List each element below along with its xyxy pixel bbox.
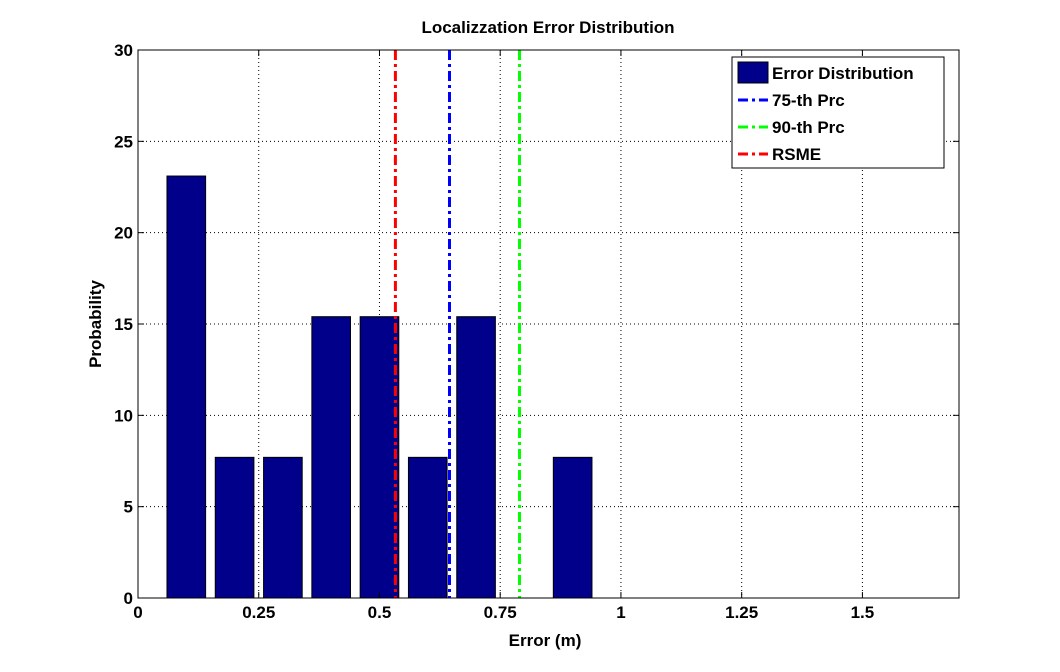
bar xyxy=(359,316,400,599)
y-axis-label: Probability xyxy=(86,280,105,368)
legend-label-rsme: RSME xyxy=(772,145,821,164)
bar xyxy=(456,316,496,599)
y-tick-label: 15 xyxy=(114,315,133,334)
x-tick-label: 1.5 xyxy=(851,603,875,622)
x-tick-label: 0.5 xyxy=(368,603,392,622)
legend-swatch-error-distribution xyxy=(737,61,769,84)
bar xyxy=(263,456,303,599)
bar xyxy=(214,456,255,599)
x-tick-label: 0.75 xyxy=(484,603,517,622)
x-axis-label: Error (m) xyxy=(509,631,582,650)
y-tick-label: 0 xyxy=(124,589,133,608)
y-tick-label: 20 xyxy=(114,224,133,243)
legend: Error Distribution 75-th Prc 90-th Prc R… xyxy=(731,56,945,169)
y-tick-label: 5 xyxy=(124,498,133,517)
x-tick-label: 0 xyxy=(133,603,142,622)
bar xyxy=(311,316,351,599)
x-tick-label: 1.25 xyxy=(725,603,758,622)
legend-label-90th-prc: 90-th Prc xyxy=(772,118,845,137)
bar xyxy=(552,456,593,599)
x-tick-label: 1 xyxy=(616,603,625,622)
legend-label-error-distribution: Error Distribution xyxy=(772,64,914,83)
x-tick-label: 0.25 xyxy=(242,603,275,622)
y-tick-labels: 0 5 10 15 20 25 30 xyxy=(114,41,133,608)
bar xyxy=(166,175,207,599)
legend-label-75th-prc: 75-th Prc xyxy=(772,91,845,110)
ticks xyxy=(137,49,959,599)
y-tick-label: 25 xyxy=(114,132,133,151)
y-tick-label: 30 xyxy=(114,41,133,60)
x-tick-labels: 0 0.25 0.5 0.75 1 1.25 1.5 xyxy=(133,603,874,622)
bar xyxy=(407,456,448,599)
reference-lines xyxy=(393,50,522,598)
y-tick-label: 10 xyxy=(114,406,133,425)
chart-title: Localizzation Error Distribution xyxy=(421,18,674,37)
